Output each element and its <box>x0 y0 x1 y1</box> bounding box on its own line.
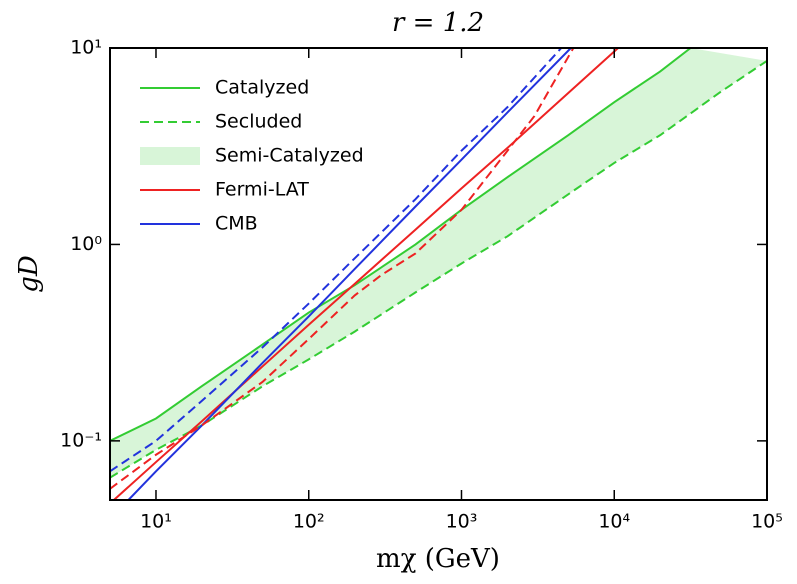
y-tick-label: 10⁻¹ <box>60 429 102 451</box>
x-axis-label: mχ (GeV) <box>376 544 500 574</box>
line <box>110 48 692 442</box>
line <box>110 60 767 479</box>
plot-area <box>110 48 767 500</box>
legend-swatch <box>140 147 200 165</box>
axes-frame <box>109 47 768 501</box>
legend-label: Catalyzed <box>215 77 309 99</box>
x-tick-label: 10³ <box>446 511 478 533</box>
line <box>110 48 575 490</box>
x-tick-label: 10⁵ <box>751 511 783 533</box>
line <box>113 48 619 500</box>
y-tick-label: 10¹ <box>70 37 102 59</box>
x-tick-label: 10² <box>293 511 325 533</box>
x-tick-label: 10⁴ <box>598 511 630 533</box>
y-axis-label: gD <box>14 255 44 293</box>
legend-label: Fermi-LAT <box>215 179 309 201</box>
legend-label: CMB <box>215 213 258 235</box>
chart-title: r = 1.2 <box>392 8 484 38</box>
line <box>127 48 572 500</box>
legend-label: Semi-Catalyzed <box>215 145 364 167</box>
x-tick-label: 10¹ <box>140 511 172 533</box>
line <box>110 48 563 473</box>
legend-label: Secluded <box>215 111 302 133</box>
band <box>110 48 767 478</box>
y-tick-label: 10⁰ <box>70 233 102 255</box>
